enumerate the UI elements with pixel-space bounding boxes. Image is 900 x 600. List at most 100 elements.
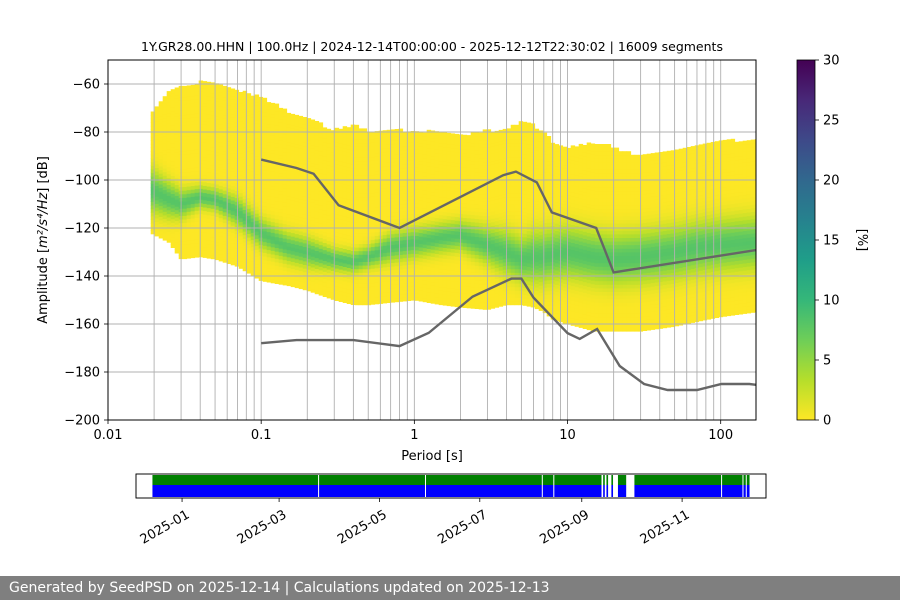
heatmap-cell bbox=[498, 234, 504, 239]
heatmap-cell bbox=[398, 258, 404, 263]
heatmap-cell bbox=[490, 265, 496, 270]
heatmap-cell bbox=[322, 231, 328, 236]
heatmap-cell bbox=[390, 259, 396, 263]
heatmap-cell bbox=[298, 180, 304, 185]
heatmap-cell bbox=[230, 146, 236, 151]
heatmap-cell bbox=[526, 180, 532, 185]
heatmap-cell bbox=[522, 237, 528, 241]
heatmap-cell bbox=[410, 257, 416, 261]
heatmap-cell bbox=[538, 155, 544, 160]
heatmap-cell bbox=[382, 184, 388, 189]
heatmap-cell bbox=[210, 179, 216, 184]
heatmap-cell bbox=[314, 290, 320, 295]
heatmap-cell bbox=[562, 240, 568, 245]
heatmap-cell bbox=[318, 126, 324, 130]
heatmap-cell bbox=[406, 167, 412, 172]
heatmap-cell bbox=[470, 304, 476, 309]
heatmap-cell bbox=[286, 231, 292, 236]
heatmap-cell bbox=[298, 285, 304, 290]
heatmap-cell bbox=[346, 224, 352, 229]
heatmap-cell bbox=[346, 170, 352, 175]
heatmap-cell bbox=[246, 165, 252, 170]
heatmap-cell bbox=[286, 249, 292, 254]
heatmap-cell bbox=[182, 114, 188, 119]
heatmap-cell bbox=[250, 167, 256, 172]
heatmap-cell bbox=[510, 124, 516, 129]
heatmap-cell bbox=[478, 157, 484, 162]
heatmap-cell bbox=[426, 223, 432, 228]
heatmap-cell bbox=[434, 289, 440, 294]
heatmap-cell bbox=[530, 278, 536, 283]
heatmap-cell bbox=[406, 135, 412, 139]
heatmap-cell bbox=[506, 294, 512, 298]
heatmap-cell bbox=[534, 146, 540, 151]
heatmap-cell bbox=[226, 126, 232, 131]
heatmap-cell bbox=[346, 249, 352, 254]
heatmap-cell bbox=[162, 197, 168, 201]
heatmap-cell bbox=[514, 229, 520, 234]
heatmap-cell bbox=[438, 293, 444, 298]
heatmap-cell bbox=[490, 207, 496, 212]
heatmap-cell bbox=[406, 210, 412, 215]
heatmap-cell bbox=[382, 241, 388, 246]
heatmap-cell bbox=[378, 238, 384, 243]
heatmap-cell bbox=[538, 263, 544, 268]
heatmap-cell bbox=[414, 149, 420, 154]
heatmap-cell bbox=[530, 166, 536, 171]
heatmap-cell bbox=[390, 255, 396, 260]
heatmap-cell bbox=[502, 290, 508, 295]
heatmap-cell bbox=[158, 104, 164, 109]
heatmap-cell bbox=[474, 243, 480, 248]
heatmap-cell bbox=[194, 203, 200, 208]
heatmap-cell bbox=[290, 175, 296, 180]
heatmap-cell bbox=[402, 203, 408, 208]
heatmap-cell bbox=[182, 244, 188, 249]
heatmap-cell bbox=[482, 226, 488, 231]
heatmap-cell bbox=[326, 182, 332, 187]
heatmap-cell bbox=[262, 162, 268, 167]
heatmap-cell bbox=[490, 247, 496, 252]
heatmap-cell bbox=[198, 138, 204, 143]
heatmap-cell bbox=[410, 285, 416, 290]
heatmap-cell bbox=[510, 294, 516, 298]
heatmap-cell bbox=[198, 170, 204, 175]
heatmap-cell bbox=[154, 232, 160, 237]
heatmap-cell bbox=[214, 122, 220, 127]
heatmap-cell bbox=[194, 88, 200, 92]
heatmap-cell bbox=[358, 171, 364, 176]
heatmap-cell bbox=[222, 211, 228, 216]
heatmap-cell bbox=[378, 177, 384, 182]
heatmap-cell bbox=[554, 262, 560, 267]
heatmap-cell bbox=[294, 208, 300, 213]
heatmap-cell bbox=[430, 216, 436, 221]
heatmap-cell bbox=[266, 174, 272, 179]
heatmap-cell bbox=[454, 191, 460, 196]
heatmap-cell bbox=[418, 247, 424, 252]
heatmap-cell bbox=[450, 227, 456, 231]
heatmap-cell bbox=[470, 153, 476, 158]
heatmap-cell bbox=[554, 306, 560, 311]
heatmap-cell bbox=[454, 195, 460, 200]
heatmap-cell bbox=[306, 283, 312, 288]
heatmap-cell bbox=[410, 267, 416, 272]
heatmap-cell bbox=[418, 229, 424, 234]
heatmap-cell bbox=[426, 133, 432, 138]
heatmap-cell bbox=[370, 217, 376, 222]
heatmap-cell bbox=[154, 135, 160, 140]
heatmap-cell bbox=[242, 148, 248, 153]
heatmap-cell bbox=[370, 239, 376, 244]
heatmap-cell bbox=[398, 189, 404, 194]
heatmap-cell bbox=[554, 169, 560, 174]
heatmap-cell bbox=[326, 157, 332, 162]
heatmap-cell bbox=[150, 165, 156, 170]
heatmap-cell bbox=[202, 109, 208, 114]
heatmap-cell bbox=[230, 110, 236, 115]
heatmap-cell bbox=[202, 88, 208, 93]
heatmap-cell bbox=[382, 137, 388, 142]
heatmap-cell bbox=[518, 207, 524, 212]
heatmap-cell bbox=[390, 280, 396, 285]
heatmap-cell bbox=[158, 216, 164, 221]
heatmap-cell bbox=[206, 182, 212, 187]
heatmap-cell bbox=[470, 283, 476, 288]
heatmap-cell bbox=[366, 301, 372, 306]
